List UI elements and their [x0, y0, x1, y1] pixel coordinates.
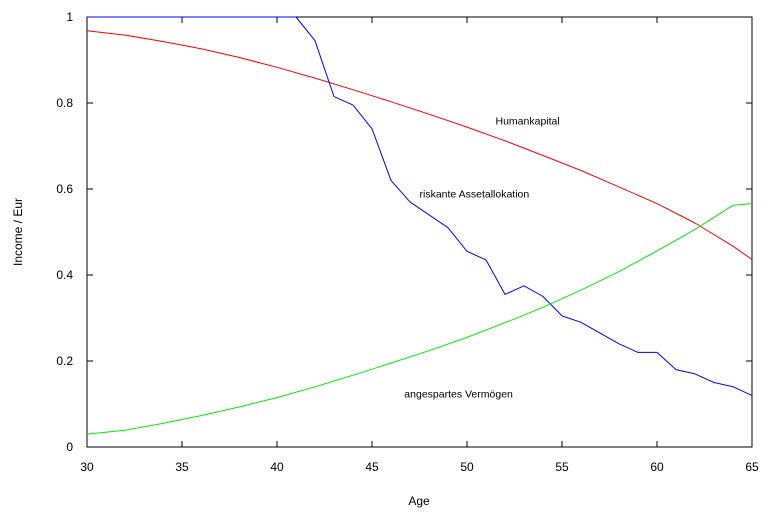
- x-tick-labels: 30 35 40 45 50 55 60 65: [80, 460, 759, 474]
- annotation-label: riskante Assetallokation: [420, 189, 530, 201]
- y-tick-label: 0: [66, 440, 73, 454]
- x-axis-label: Age: [408, 494, 430, 508]
- y-tick-labels: 0 0.2 0.4 0.6 0.8 1: [56, 10, 73, 454]
- plot-frame: [86, 16, 753, 448]
- x-tick-label: 40: [270, 460, 284, 474]
- annotation-label: angespartes Vermögen: [404, 389, 513, 401]
- y-tick-label: 0.6: [56, 182, 73, 196]
- axis-ticks: [86, 16, 753, 448]
- y-axis-label: Income / Eur: [11, 198, 25, 266]
- series-group: [86, 16, 753, 435]
- annotation-label: Humankapital: [496, 116, 560, 128]
- x-tick-label: 55: [555, 460, 569, 474]
- x-tick-label: 60: [650, 460, 664, 474]
- x-tick-label: 50: [460, 460, 474, 474]
- x-tick-label: 45: [365, 460, 379, 474]
- x-tick-label: 65: [745, 460, 759, 474]
- y-tick-label: 0.2: [56, 354, 73, 368]
- series-line-3: [86, 203, 753, 435]
- y-tick-label: 0.4: [56, 268, 73, 282]
- y-tick-label: 0.8: [56, 96, 73, 110]
- x-tick-label: 35: [175, 460, 189, 474]
- y-tick-label: 1: [66, 10, 73, 24]
- annotations: Humankapital riskante Assetallokation ange…: [404, 116, 559, 401]
- series-line-1: [86, 30, 753, 260]
- series-line-2: [87, 16, 753, 396]
- x-tick-label: 30: [80, 460, 94, 474]
